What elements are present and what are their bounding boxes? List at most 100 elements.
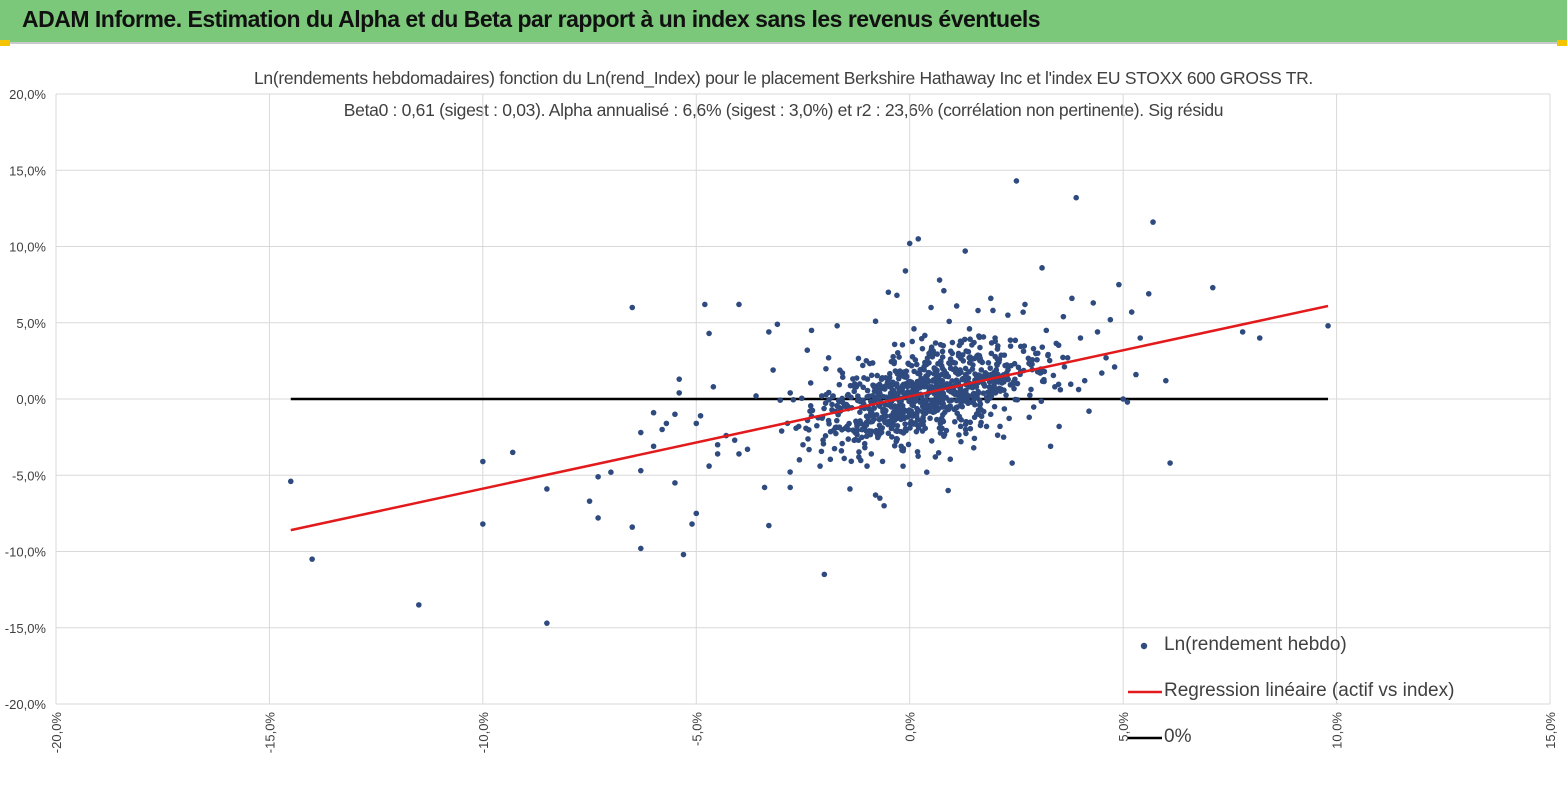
data-point — [963, 430, 969, 437]
data-point — [966, 393, 972, 399]
x-tick-label: -15,0% — [262, 712, 277, 754]
data-point — [1028, 386, 1034, 393]
data-point — [928, 438, 935, 444]
data-point — [804, 347, 811, 354]
data-point — [818, 448, 825, 455]
data-point — [1007, 343, 1014, 349]
data-point — [1022, 301, 1028, 308]
data-point — [1050, 372, 1057, 379]
data-point — [971, 414, 978, 421]
data-point — [936, 277, 943, 283]
data-point — [817, 463, 823, 469]
report-header: ADAM Informe. Estimation du Alpha et du … — [0, 0, 1567, 44]
data-point — [994, 361, 1000, 367]
y-tick-label: -20,0% — [5, 697, 47, 712]
data-point — [1021, 343, 1028, 349]
chart-subtitle: Beta0 : 0,61 (sigest : 0,03). Alpha annu… — [343, 100, 1224, 120]
data-point — [967, 419, 974, 426]
data-point — [1004, 362, 1010, 368]
data-point — [1137, 335, 1144, 341]
data-point — [931, 408, 938, 415]
data-point — [924, 355, 931, 361]
data-point — [939, 348, 946, 355]
data-point — [966, 326, 973, 332]
data-point — [921, 408, 928, 414]
data-point — [914, 410, 920, 416]
data-point — [977, 402, 983, 409]
data-point — [693, 510, 700, 517]
data-point — [902, 421, 908, 427]
data-point — [629, 524, 636, 530]
data-point — [976, 372, 982, 379]
data-point — [894, 349, 901, 356]
data-point — [1034, 356, 1040, 363]
data-point — [997, 388, 1004, 394]
data-point — [710, 384, 717, 390]
data-point — [896, 354, 902, 360]
data-point — [853, 418, 859, 425]
scatter-points — [287, 178, 1331, 626]
data-point — [706, 330, 712, 337]
data-point — [914, 405, 920, 412]
data-point — [731, 437, 738, 443]
data-point — [885, 430, 892, 437]
data-point — [866, 393, 873, 399]
data-point — [900, 381, 907, 388]
data-point — [1007, 337, 1014, 343]
data-point — [860, 384, 867, 391]
data-point — [872, 492, 879, 498]
data-point — [966, 359, 973, 366]
data-point — [903, 373, 910, 380]
data-point — [912, 357, 919, 363]
data-point — [770, 367, 776, 373]
data-point — [902, 390, 909, 396]
data-point — [965, 348, 972, 355]
data-point — [879, 425, 886, 431]
data-point — [689, 521, 695, 527]
data-point — [1145, 290, 1152, 297]
data-point — [859, 362, 866, 369]
data-point — [868, 398, 874, 405]
data-point — [1029, 361, 1035, 368]
data-point — [1005, 312, 1011, 318]
data-point — [896, 371, 903, 377]
data-point — [962, 248, 969, 254]
data-point — [774, 321, 781, 328]
data-point — [855, 355, 862, 362]
data-point — [939, 354, 946, 360]
data-point — [969, 342, 975, 348]
data-point — [981, 383, 988, 389]
data-point — [977, 344, 983, 351]
data-point — [958, 438, 964, 445]
y-axis-ticks: 20,0% 15,0% 10,0% 5,0% 0,0% -5,0% -10,0% -15,0%… — [5, 87, 47, 712]
data-point — [915, 236, 922, 242]
data-point — [839, 374, 846, 380]
data-point — [864, 463, 870, 469]
data-point — [861, 375, 867, 381]
data-point — [995, 343, 1001, 349]
data-point — [761, 484, 768, 491]
data-point — [913, 421, 920, 428]
data-point — [829, 407, 835, 413]
data-point — [480, 521, 486, 527]
data-point — [629, 304, 636, 311]
data-point — [806, 427, 812, 433]
data-point — [966, 368, 972, 375]
data-point — [693, 420, 700, 427]
data-point — [983, 423, 990, 430]
data-point — [882, 383, 889, 389]
legend-point-symbol — [1140, 642, 1148, 650]
data-point — [1020, 309, 1026, 315]
data-point — [866, 360, 873, 367]
legend-zero-symbol — [1128, 736, 1162, 740]
data-point — [914, 448, 921, 455]
data-point — [822, 400, 829, 406]
data-point — [1081, 377, 1088, 384]
data-point — [1032, 350, 1039, 357]
data-point — [956, 413, 963, 420]
data-point — [947, 456, 954, 462]
data-point — [926, 408, 933, 414]
data-point — [826, 396, 832, 403]
data-point — [906, 481, 913, 488]
data-point — [919, 403, 926, 410]
